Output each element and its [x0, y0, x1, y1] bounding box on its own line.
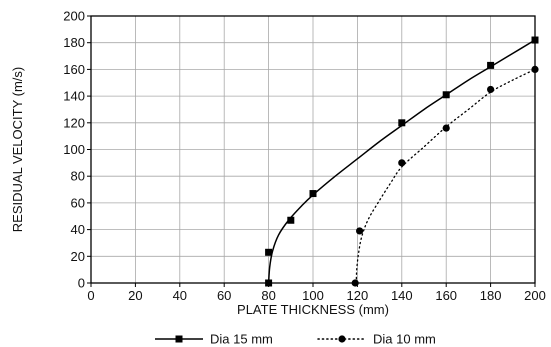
x-tick-label: 120	[347, 288, 369, 303]
y-tick-label: 100	[63, 142, 85, 157]
y-tick-label: 20	[71, 249, 85, 264]
legend-item-dia-15: Dia 15 mm	[155, 332, 273, 347]
data-point	[442, 91, 450, 99]
x-tick-label: 80	[261, 288, 275, 303]
y-tick-label: 180	[63, 35, 85, 50]
x-tick-label: 60	[217, 288, 231, 303]
x-tick-label: 180	[480, 288, 502, 303]
y-axis-title: RESIDUAL VELOCITY (m/s)	[10, 67, 25, 232]
y-tick-label: 140	[63, 89, 85, 104]
y-tick-label: 80	[71, 169, 85, 184]
y-tick-label: 0	[78, 276, 85, 291]
data-point	[531, 65, 539, 73]
legend-label-dia-10: Dia 10 mm	[373, 332, 436, 347]
legend-item-dia-10: Dia 10 mm	[317, 332, 436, 347]
data-point	[442, 124, 450, 132]
data-point	[287, 216, 295, 224]
x-tick-label: 200	[524, 288, 546, 303]
legend-marker	[175, 335, 183, 343]
y-tick-label: 200	[63, 9, 85, 24]
x-tick-label: 160	[435, 288, 457, 303]
data-point	[487, 61, 495, 69]
y-tick-label: 60	[71, 195, 85, 210]
series-layer	[265, 36, 539, 287]
series-dia-10	[351, 65, 539, 287]
x-tick-label: 0	[87, 288, 94, 303]
y-tick-label: 120	[63, 115, 85, 130]
legend-marker	[338, 335, 346, 343]
data-point	[265, 279, 273, 287]
series-line	[355, 68, 536, 284]
x-tick-label: 100	[302, 288, 324, 303]
data-point	[398, 119, 406, 127]
data-point	[531, 36, 539, 44]
x-tick-label: 140	[391, 288, 413, 303]
tick-labels: 0 20 40 60 80 100 120 140 160 180 200 0 20 40 60 80 100 1…	[63, 9, 546, 304]
data-point	[487, 85, 495, 94]
axes	[87, 15, 536, 287]
x-tick-label: 20	[128, 288, 142, 303]
data-point	[265, 248, 273, 256]
series-dia-15	[265, 36, 539, 287]
data-point	[398, 159, 406, 167]
legend: Dia 15 mm Dia 10 mm	[155, 332, 436, 347]
x-axis-title: PLATE THICKNESS (mm)	[237, 302, 389, 317]
data-point	[356, 227, 364, 235]
y-tick-label: 160	[63, 62, 85, 77]
grid	[90, 15, 536, 284]
data-point	[309, 190, 317, 198]
x-tick-label: 40	[173, 288, 187, 303]
series-line	[267, 39, 536, 284]
y-tick-label: 40	[71, 222, 85, 237]
data-point	[351, 279, 359, 287]
legend-label-dia-15: Dia 15 mm	[210, 332, 273, 347]
